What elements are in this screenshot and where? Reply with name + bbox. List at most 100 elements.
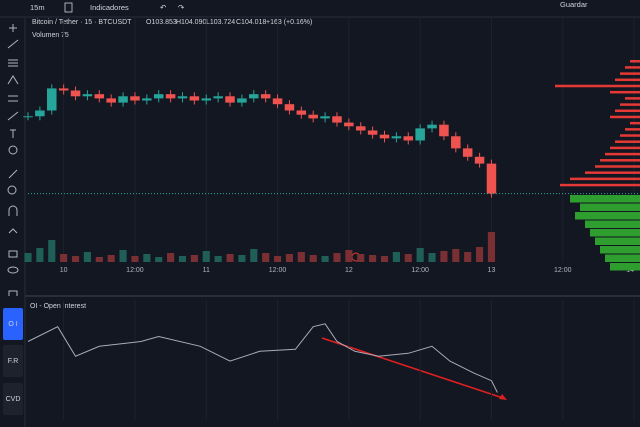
candle <box>296 110 307 115</box>
x-tick-label: 11 <box>203 267 210 274</box>
volume-bar <box>190 255 198 262</box>
volume-bar <box>155 257 163 262</box>
volume-bar <box>416 248 424 262</box>
arrow-head <box>499 394 507 400</box>
candle <box>201 98 212 101</box>
profile-bar <box>615 78 640 82</box>
volume-bar <box>167 253 175 262</box>
candle <box>474 156 485 164</box>
tool-icons[interactable] <box>7 24 19 296</box>
volume-bar <box>487 232 496 262</box>
ohlc-change: +163 (+0.16%) <box>266 19 312 26</box>
profile-bar <box>625 66 640 69</box>
volume-bar <box>464 252 472 262</box>
symbol-title: Bitcoin / Tether · 15 · BTCUSDT <box>32 19 132 26</box>
profile-bar <box>585 171 640 174</box>
candle <box>427 124 437 129</box>
volume-bar <box>309 255 317 262</box>
volume-bar <box>440 251 448 262</box>
candle <box>225 96 235 103</box>
candle <box>451 136 461 149</box>
cvd-button-label[interactable]: CVD <box>6 396 21 403</box>
candle <box>177 96 188 99</box>
profile-bar <box>605 254 640 262</box>
profile-bar <box>570 195 640 203</box>
profile-bar <box>620 134 640 137</box>
volume-bar <box>71 256 80 262</box>
ohlc-high: H104.090 <box>176 19 206 26</box>
volume-bar <box>333 253 341 262</box>
candle <box>308 114 318 119</box>
x-tick-label: 12 <box>345 267 353 274</box>
volume-bar <box>143 254 151 262</box>
candle <box>23 116 33 118</box>
candle <box>332 116 342 123</box>
oi-title: OI - Open Interest <box>30 303 86 310</box>
volume-bar <box>131 256 139 262</box>
volume-bar <box>119 250 127 262</box>
x-tick-label: 12:00 <box>269 267 287 274</box>
indicators-button[interactable]: Indicadores <box>90 3 129 12</box>
candle <box>237 98 247 103</box>
redo-icon[interactable]: ↷ <box>178 3 185 12</box>
fr-button[interactable] <box>3 345 23 377</box>
volume-bar <box>392 252 400 262</box>
candle <box>153 94 164 99</box>
candle <box>439 124 449 137</box>
save-button[interactable]: Guardar <box>560 0 588 9</box>
undo-icon[interactable]: ↶ <box>160 3 167 12</box>
x-tick-label: 13 <box>488 267 496 274</box>
volume-bar <box>24 253 32 262</box>
candle <box>355 126 366 131</box>
volume-bar <box>285 254 294 262</box>
candle <box>142 98 152 101</box>
profile-bar <box>620 72 640 75</box>
trend-arrow <box>321 337 504 399</box>
x-tick-label: 12:00 <box>126 267 144 274</box>
volume-bar <box>250 249 258 262</box>
fr-button-label[interactable]: F.R <box>8 358 19 365</box>
volume-bar <box>321 256 329 262</box>
volume-bar <box>214 256 222 262</box>
interval-button[interactable]: 15m <box>30 3 45 12</box>
oi-button-label[interactable]: O I <box>8 321 17 328</box>
candle <box>189 96 200 101</box>
oi-line <box>27 323 498 393</box>
candle <box>47 88 57 111</box>
oi-button[interactable] <box>3 308 23 340</box>
candle <box>367 130 378 135</box>
volume-bar <box>297 252 305 262</box>
candle <box>165 94 176 99</box>
top-bar <box>0 0 640 17</box>
x-tick-label: 12:00 <box>554 267 572 274</box>
profile-bar <box>560 183 640 187</box>
ohlc-close: C104.018 <box>236 19 266 26</box>
volume-bar <box>202 251 210 262</box>
volume-bar <box>178 256 187 262</box>
volume-bar <box>345 250 353 262</box>
profile-bar <box>625 97 640 100</box>
profile-bar <box>615 140 640 143</box>
profile-bar <box>630 60 640 63</box>
candle <box>403 136 414 141</box>
profile-bar <box>610 115 640 119</box>
volume-bar <box>36 248 44 262</box>
candle <box>344 122 354 127</box>
candle <box>284 104 295 111</box>
chart-type-icon[interactable] <box>64 2 73 13</box>
volume-bar <box>428 253 436 262</box>
profile-bar <box>615 109 640 113</box>
volume-bar <box>404 254 412 262</box>
profile-bar <box>600 246 640 254</box>
candle <box>272 98 283 105</box>
profile-bar <box>580 203 640 211</box>
ohlc-open: O103.853 <box>146 19 177 26</box>
candle <box>58 88 69 91</box>
candle <box>391 136 402 139</box>
profile-bar <box>595 165 640 168</box>
volume-bar <box>95 257 103 262</box>
ohlc-low: L103.724 <box>206 19 235 26</box>
volume-bar <box>48 240 56 262</box>
cvd-button[interactable] <box>3 383 23 415</box>
